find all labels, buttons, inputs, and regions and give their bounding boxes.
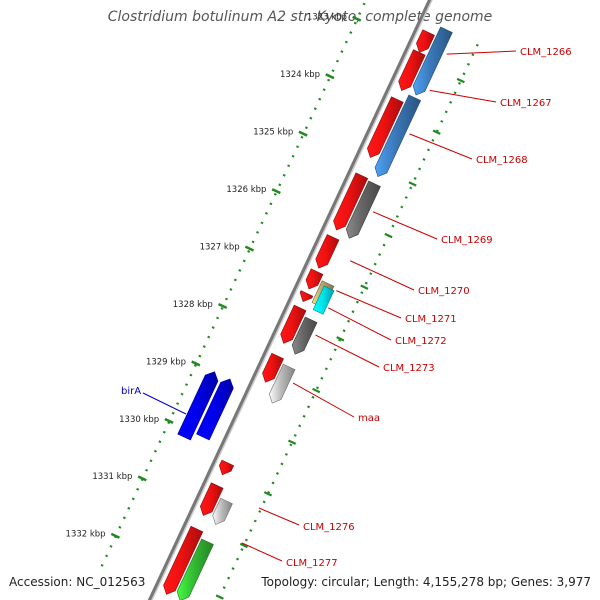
feature-clm1272-cds <box>299 290 314 303</box>
ruler-tick <box>218 302 228 310</box>
gene-label: CLM_1266 <box>520 47 572 58</box>
label-connector <box>336 290 402 319</box>
feature-clm1273-cds <box>280 304 307 344</box>
ruler-tick <box>325 73 335 80</box>
feature-small-cds <box>219 459 235 476</box>
gene-label: maa <box>358 413 380 424</box>
track-tick <box>215 594 224 600</box>
feature-maa-grey <box>268 363 296 404</box>
ruler-label: 1330 kbp <box>119 415 159 425</box>
gene-label: CLM_1267 <box>500 98 552 109</box>
track-tick <box>360 284 369 290</box>
label-connector <box>372 211 438 240</box>
label-connector <box>409 133 473 160</box>
gene-label: birA <box>121 386 141 397</box>
ruler-tick <box>164 417 174 424</box>
feature-clm1271-cds <box>305 268 324 290</box>
gene-label: CLM_1270 <box>418 286 470 297</box>
label-connector <box>429 89 497 103</box>
ruler-tick <box>110 532 120 539</box>
feature-clm1270-cds <box>315 234 340 269</box>
track-tick <box>336 336 345 342</box>
label-connector <box>350 260 415 291</box>
gene-label: CLM_1276 <box>303 522 355 533</box>
inner-dotted-line <box>217 43 479 600</box>
feature-clm1277-cds <box>163 525 204 595</box>
gene-label: CLM_1273 <box>383 363 435 374</box>
ruler-tick <box>271 188 281 195</box>
topology-label: Topology: circular; Length: 4,155,278 bp… <box>261 575 591 589</box>
ruler-tick <box>191 360 201 367</box>
gene-label: CLM_1268 <box>476 155 528 166</box>
feature-clm1273-grey <box>291 316 318 355</box>
feature-clm1267-cds <box>398 49 426 91</box>
track-tick <box>384 232 393 239</box>
feature-clm1268-cds <box>367 96 404 158</box>
gene-label: CLM_1269 <box>441 235 493 246</box>
ruler-label: 1327 kbp <box>200 242 240 252</box>
ruler-label: 1332 kbp <box>66 530 106 540</box>
ruler-label: 1331 kbp <box>92 472 132 482</box>
feature-bira-b <box>177 371 219 441</box>
feature-clm1266-cds <box>416 29 435 53</box>
track-tick <box>408 181 417 187</box>
backbone-highlight <box>151 0 433 600</box>
track-tick <box>456 77 465 84</box>
feature-clm1276-cds <box>199 482 224 516</box>
feature-clm1271-cyan <box>312 285 335 315</box>
backbone-line <box>147 0 433 600</box>
accession-label: Accession: NC_012563 <box>9 575 146 589</box>
track-tick <box>312 387 321 394</box>
track-tick <box>239 542 248 549</box>
ruler-tick <box>352 15 362 22</box>
ruler-label: 1324 kbp <box>280 70 320 80</box>
label-connector <box>142 392 187 415</box>
feature-bira-a <box>196 378 234 441</box>
ruler-dotted-line <box>98 0 368 572</box>
label-connector <box>241 542 283 562</box>
label-connector <box>315 334 380 368</box>
feature-clm1276-grey <box>212 497 233 525</box>
label-connector <box>328 307 392 341</box>
label-connector <box>446 50 517 55</box>
track-tick <box>287 439 297 445</box>
ruler-tick <box>137 475 147 482</box>
feature-clm1267-gene <box>374 94 422 177</box>
feature-clm1269-cds <box>333 172 369 231</box>
genome-title: Clostridium botulinum A2 str. Kyoto, com… <box>107 9 493 25</box>
gene-label: CLM_1272 <box>395 336 447 347</box>
ruler-tick <box>298 130 308 137</box>
gene-label: CLM_1271 <box>405 314 457 325</box>
ruler-label: 1326 kbp <box>226 185 266 195</box>
feature-clm1277-green <box>176 538 214 600</box>
ruler-label: 1329 kbp <box>146 357 186 367</box>
label-connector <box>292 382 355 418</box>
gene-label: CLM_1277 <box>286 558 338 569</box>
ruler-tick <box>244 245 255 252</box>
ruler-label: 1328 kbp <box>173 300 213 310</box>
track-tick <box>263 491 273 497</box>
feature-clm1269-grey <box>345 180 381 239</box>
track-tick <box>432 129 441 135</box>
feature-maa-cds <box>262 352 284 383</box>
ruler-label: 1323 kbp <box>307 13 347 23</box>
label-connector <box>258 507 300 526</box>
feature-clm1266-gene <box>412 26 453 96</box>
ruler-label: 1325 kbp <box>253 127 293 137</box>
